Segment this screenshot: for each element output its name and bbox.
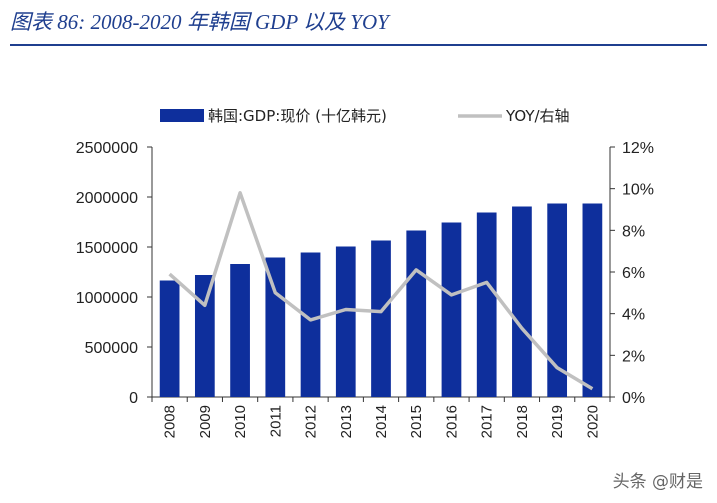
x-tick-label: 2011 [267, 405, 284, 437]
gdp-bar [300, 252, 321, 397]
gdp-bar [194, 275, 215, 397]
right-tick-label: 12% [622, 140, 654, 157]
gdp-bar [476, 212, 497, 397]
gdp-bar [371, 240, 391, 397]
x-tick-label: 2015 [408, 405, 425, 438]
left-tick-label: 1000000 [76, 290, 138, 307]
gdp-bar [512, 206, 532, 397]
right-tick-label: 6% [622, 265, 645, 282]
left-tick-label: 500000 [85, 340, 138, 357]
right-tick-label: 2% [622, 348, 645, 365]
x-tick-label: 2016 [443, 405, 460, 438]
x-tick-label: 2010 [232, 405, 249, 438]
gdp-bar [159, 280, 180, 397]
x-tick-label: 2009 [197, 405, 214, 438]
legend-gdp-swatch [160, 109, 204, 122]
title-divider [10, 44, 707, 46]
x-tick-label: 2008 [162, 405, 179, 438]
gdp-bar [406, 230, 427, 397]
x-tick-label: 2013 [338, 405, 355, 438]
x-tick-label: 2012 [303, 405, 320, 438]
left-tick-label: 2000000 [76, 190, 138, 207]
x-tick-label: 2019 [549, 405, 566, 438]
gdp-bar [547, 203, 568, 397]
left-tick-label: 2500000 [76, 140, 138, 157]
legend-yoy-label: YOY/右轴 [505, 107, 570, 125]
x-tick-label: 2014 [373, 405, 390, 438]
gdp-bar [441, 222, 462, 397]
gdp-bar [335, 246, 356, 397]
right-tick-label: 8% [622, 223, 645, 240]
legend-gdp-label: 韩国:GDP:现价 (十亿韩元) [208, 107, 387, 125]
left-tick-label: 1500000 [76, 240, 138, 257]
x-tick-label: 2018 [514, 405, 531, 438]
left-tick-label: 0 [129, 390, 138, 407]
figure-title: 图表 86: 2008-2020 年韩国 GDP 以及 YOY [10, 10, 389, 34]
right-tick-label: 4% [622, 307, 645, 324]
right-tick-label: 0% [622, 390, 645, 407]
x-tick-label: 2020 [584, 405, 601, 438]
gdp-bar [582, 203, 603, 397]
x-tick-label: 2017 [479, 405, 496, 438]
gdp-bar [265, 257, 286, 397]
yoy-line [168, 191, 594, 391]
gdp-bar [230, 264, 250, 397]
right-tick-label: 10% [622, 182, 654, 199]
watermark: 头条 @财是 [612, 472, 703, 492]
